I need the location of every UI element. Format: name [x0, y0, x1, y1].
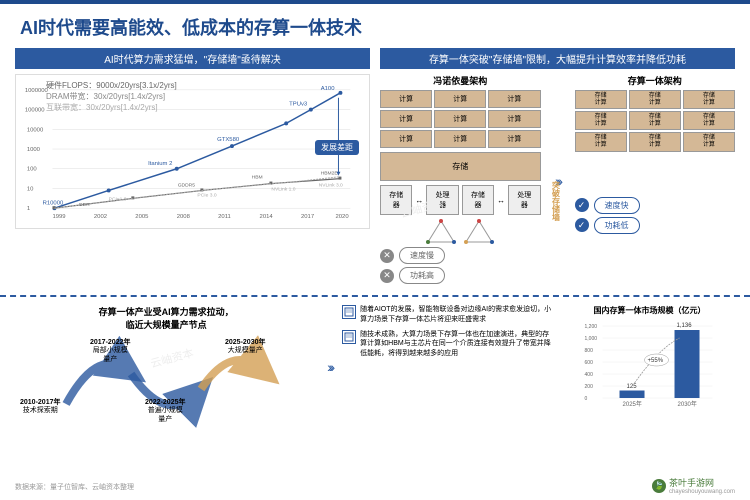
svg-text:400: 400 — [584, 372, 593, 378]
text-item-2: 随技术成熟，大算力场景下存算一体也在加速演进，典型的存算计算如HBM与主芯片在同… — [342, 330, 556, 359]
check-icon: ✓ — [575, 218, 589, 232]
doc-icon — [342, 330, 356, 344]
von-neumann-arch: 冯诺依曼架构 计算计算计算 计算计算计算 计算计算计算 存储 存储器↔处理器 存… — [380, 74, 541, 287]
svg-text:TPUv3: TPUv3 — [289, 102, 308, 108]
svg-text:R10000: R10000 — [43, 200, 64, 206]
svg-text:2017: 2017 — [301, 214, 314, 220]
svg-text:2020: 2020 — [336, 214, 350, 220]
svg-text:100000: 100000 — [25, 108, 45, 114]
section2-header: 存算一体突破"存储墙"限制，大幅提升计算效率并降低功耗 — [380, 48, 735, 69]
svg-text:1000: 1000 — [27, 147, 41, 153]
architecture-comparison: 冯诺依曼架构 计算计算计算 计算计算计算 计算计算计算 存储 存储器↔处理器 存… — [380, 74, 735, 287]
svg-text:1000000: 1000000 — [25, 88, 49, 94]
text-item-1: 随着AIOT的发展，智能物联设备对边缘AI的需求愈发迫切，小算力场景下存算一体芯… — [342, 305, 556, 325]
site-logo: 🍃 茶叶手游网 chayeshouyouwang.com — [652, 476, 735, 495]
vn-triangles — [380, 219, 541, 244]
bar-chart-svg: 0 200 400 600 800 1,000 1,200 125 1,136 2025年… — [564, 318, 735, 408]
power-low-tag: ✓功耗低 — [575, 217, 736, 234]
svg-text:1,136: 1,136 — [676, 323, 692, 329]
svg-text:1,000: 1,000 — [584, 336, 597, 342]
svg-text:2030年: 2030年 — [677, 400, 696, 408]
svg-text:NVLink 1.0: NVLink 1.0 — [271, 186, 295, 192]
market-section: 随着AIOT的发展，智能物联设备对边缘AI的需求愈发迫切，小算力场景下存算一体芯… — [342, 305, 735, 429]
phase-1: 2010-2017年技术探索期 — [20, 399, 60, 416]
cim-grid: 存储计算存储计算存储计算 存储计算存储计算存储计算 存储计算存储计算存储计算 — [575, 90, 736, 152]
cycle-diagram: 2010-2017年技术探索期 2017-2022年局部小规模 量产 2022-… — [15, 334, 317, 429]
svg-text:PCIe 3.0: PCIe 3.0 — [197, 192, 216, 198]
svg-text:1,200: 1,200 — [584, 324, 597, 330]
page-title: AI时代需要高能效、低成本的存算一体技术 — [0, 4, 750, 48]
left-column: AI时代算力需求猛增，"存储墙"亟待解决 硬件FLOPS：9000x/20yrs… — [15, 48, 370, 287]
svg-text:GTX580: GTX580 — [217, 137, 240, 143]
svg-text:GDDR5: GDDR5 — [178, 183, 195, 189]
vn-storage: 存储 — [380, 152, 541, 181]
svg-text:2002: 2002 — [94, 214, 107, 220]
chart-subtitle: 硬件FLOPS：9000x/20yrs[3.1x/2yrs] DRAM带宽：30… — [46, 80, 177, 113]
slow-tag: ✕速度慢 — [380, 247, 541, 264]
phase-2: 2017-2022年局部小规模 量产 — [90, 339, 130, 364]
arch-divider: ››› 突破存储墙 — [549, 74, 567, 287]
svg-text:10: 10 — [27, 186, 34, 192]
main-content: AI时代算力需求猛增，"存储墙"亟待解决 硬件FLOPS：9000x/20yrs… — [0, 48, 750, 287]
x-icon: ✕ — [380, 269, 394, 283]
svg-text:0: 0 — [584, 396, 587, 402]
phase-4: 2025-2030年大规模量产 — [225, 339, 265, 356]
svg-text:+55%: +55% — [647, 358, 663, 364]
svg-text:NVLink 3.0: NVLink 3.0 — [319, 183, 343, 189]
leaf-icon: 🍃 — [652, 479, 666, 493]
svg-text:2008: 2008 — [177, 214, 191, 220]
page: 云岫资本 云岫资本 云岫资本 AI时代需要高能效、低成本的存算一体技术 AI时代… — [0, 0, 750, 500]
svg-text:2014: 2014 — [260, 214, 274, 220]
svg-text:100: 100 — [27, 167, 38, 173]
dev-gap-label: 发展差距 — [315, 140, 359, 155]
svg-text:10000: 10000 — [27, 127, 44, 133]
svg-text:1: 1 — [27, 206, 30, 212]
svg-text:800: 800 — [584, 348, 593, 354]
industry-cycle: 存算一体产业受AI算力需求拉动， 临近大规模量产节点 2010-2017年技术探… — [15, 305, 317, 429]
market-chart: 国内存算一体市场规模（亿元） 0200400 6008001,0001,200 … — [564, 305, 735, 413]
cycle-title: 存算一体产业受AI算力需求拉动， 临近大规模量产节点 — [15, 305, 317, 331]
svg-text:2025年: 2025年 — [622, 400, 641, 408]
data-source: 数据来源：量子位智库、云岫资本整理 — [15, 482, 134, 492]
svg-text:2011: 2011 — [218, 214, 231, 220]
flops-chart: 硬件FLOPS：9000x/20yrs[3.1x/2yrs] DRAM带宽：30… — [15, 74, 370, 229]
x-icon: ✕ — [380, 249, 394, 263]
svg-text:1999: 1999 — [52, 214, 65, 220]
market-flex: 随着AIOT的发展，智能物联设备对边缘AI的需求愈发迫切，小算力场景下存算一体芯… — [342, 305, 735, 413]
svg-text:A100: A100 — [321, 86, 336, 92]
fast-tag: ✓速度快 — [575, 197, 736, 214]
svg-text:HBM2E: HBM2E — [321, 171, 339, 177]
power-high-tag: ✕功耗高 — [380, 267, 541, 284]
vn-compute-grid: 计算计算计算 计算计算计算 计算计算计算 — [380, 90, 541, 148]
check-icon: ✓ — [575, 198, 589, 212]
market-text: 随着AIOT的发展，智能物联设备对边缘AI的需求愈发迫切，小算力场景下存算一体芯… — [342, 305, 556, 413]
svg-text:PCIe1.0: PCIe1.0 — [109, 196, 127, 202]
section1-header: AI时代算力需求猛增，"存储墙"亟待解决 — [15, 48, 370, 69]
doc-icon — [342, 305, 356, 319]
right-column: 存算一体突破"存储墙"限制，大幅提升计算效率并降低功耗 冯诺依曼架构 计算计算计… — [380, 48, 735, 287]
svg-text:200: 200 — [584, 384, 593, 390]
svg-text:600: 600 — [584, 360, 593, 366]
svg-text:Itanium 2: Itanium 2 — [148, 161, 172, 167]
vn-processors: 存储器↔处理器 存储器↔处理器 — [380, 185, 541, 215]
chevron-icon: ››› — [327, 359, 332, 375]
svg-text:2005: 2005 — [135, 214, 149, 220]
svg-text:HBM: HBM — [252, 175, 263, 181]
svg-text:DDR: DDR — [79, 202, 90, 208]
svg-text:125: 125 — [626, 384, 637, 390]
phase-3: 2022-2025年普遍小规模 量产 — [145, 399, 185, 424]
bottom-section: 存算一体产业受AI算力需求拉动， 临近大规模量产节点 2010-2017年技术探… — [0, 295, 750, 429]
cim-arch: 存算一体架构 存储计算存储计算存储计算 存储计算存储计算存储计算 存储计算存储计… — [575, 74, 736, 287]
